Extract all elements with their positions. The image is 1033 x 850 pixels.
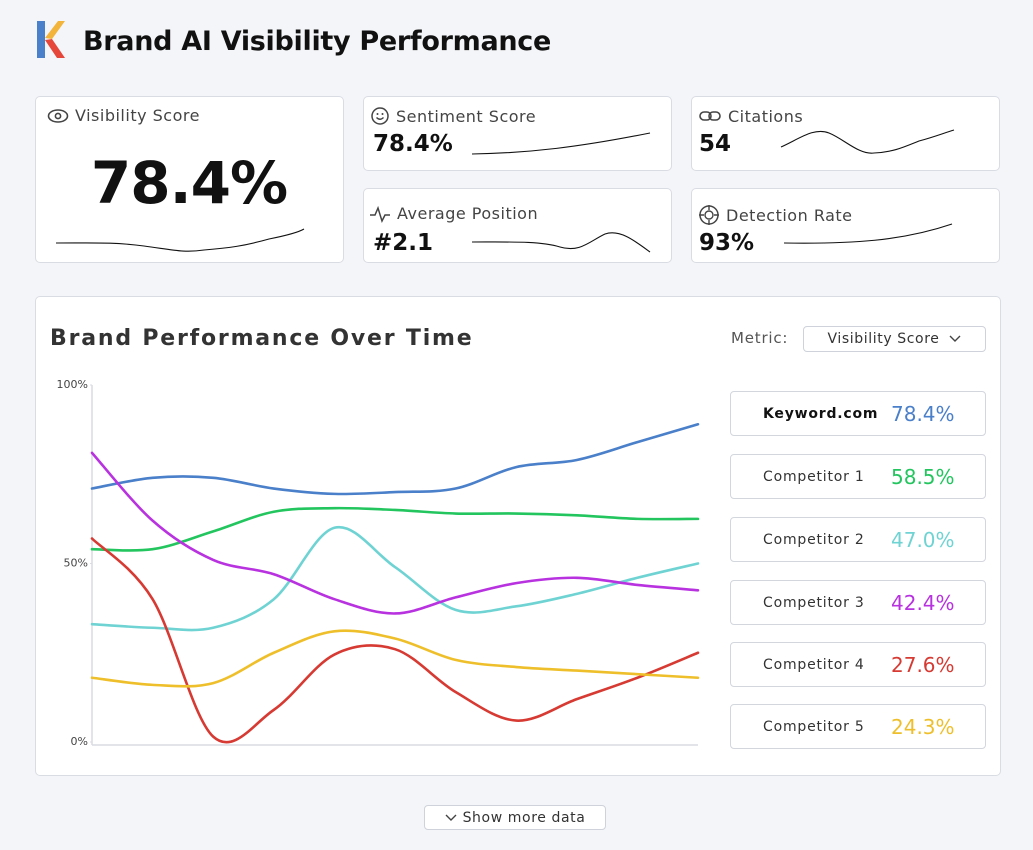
card-label: Detection Rate <box>698 204 853 226</box>
legend-name: Competitor 1 <box>763 468 865 485</box>
legend-current-value: 47.0% <box>891 527 955 552</box>
metric-dropdown[interactable]: Visibility Score <box>803 326 986 352</box>
metric-value: Visibility Score <box>827 331 940 347</box>
legend-current-value: 24.3% <box>891 714 955 739</box>
legend-name: Competitor 5 <box>763 718 865 735</box>
legend-item[interactable]: Competitor 2 47.0% <box>730 517 986 562</box>
pulse-icon <box>370 205 390 223</box>
chevron <box>445 814 457 821</box>
card-label: Citations <box>698 106 803 126</box>
card-label-text: Visibility Score <box>75 106 200 125</box>
card-label: Visibility Score <box>47 106 200 125</box>
legend-current-value: 58.5% <box>891 464 955 489</box>
link-icon <box>699 111 721 121</box>
metric-card: Visibility Score 78.4% <box>35 96 344 263</box>
chart-title: Brand Performance Over Time <box>50 326 474 351</box>
legend-name: Keyword.com <box>763 405 879 422</box>
sparkline <box>471 232 651 253</box>
card-value: 78.4% <box>373 131 453 157</box>
legend-name: Competitor 2 <box>763 531 865 548</box>
metric-card: Detection Rate 93% <box>691 188 1000 263</box>
card-value: 78.4% <box>90 149 288 217</box>
sparkline <box>55 228 305 252</box>
page-title: Brand AI Visibility Performance <box>83 26 552 57</box>
card-label: Average Position <box>369 204 538 223</box>
card-label-text: Citations <box>728 106 804 126</box>
smile-icon <box>371 107 389 125</box>
legend-name: Competitor 4 <box>763 656 865 673</box>
legend-current-value: 78.4% <box>891 401 955 426</box>
card-label-text: Sentiment Score <box>396 106 537 126</box>
metric-card: Sentiment Score 78.4% <box>363 96 672 171</box>
show-more-button[interactable]: Show more data <box>424 805 606 830</box>
card-label-text: Detection Rate <box>726 205 853 225</box>
chevron <box>949 335 961 342</box>
legend-item[interactable]: Competitor 4 27.6% <box>730 642 986 687</box>
card-label: Sentiment Score <box>370 106 536 126</box>
sparkline <box>471 132 651 155</box>
logo <box>37 21 65 58</box>
legend-item[interactable]: Competitor 3 42.4% <box>730 580 986 625</box>
target-icon <box>699 205 719 225</box>
sparkline <box>780 129 955 154</box>
metric-card: Citations 54 <box>691 96 1000 171</box>
card-value: #2.1 <box>373 230 434 256</box>
card-value: 54 <box>699 131 732 157</box>
legend-current-value: 42.4% <box>891 590 955 615</box>
eye-icon <box>47 108 69 123</box>
legend-name: Competitor 3 <box>763 594 865 611</box>
legend-current-value: 27.6% <box>891 652 955 677</box>
button-text: Show more data <box>462 809 586 826</box>
card-label-text: Average Position <box>397 204 539 223</box>
sparkline <box>783 223 953 244</box>
card-value: 93% <box>699 230 755 256</box>
legend-item[interactable]: Competitor 5 24.3% <box>730 704 986 749</box>
legend-item[interactable]: Competitor 1 58.5% <box>730 454 986 499</box>
legend-item[interactable]: Keyword.com 78.4% <box>730 391 986 436</box>
metric-card: Average Position #2.1 <box>363 188 672 263</box>
metric-label: Metric: <box>731 329 789 347</box>
